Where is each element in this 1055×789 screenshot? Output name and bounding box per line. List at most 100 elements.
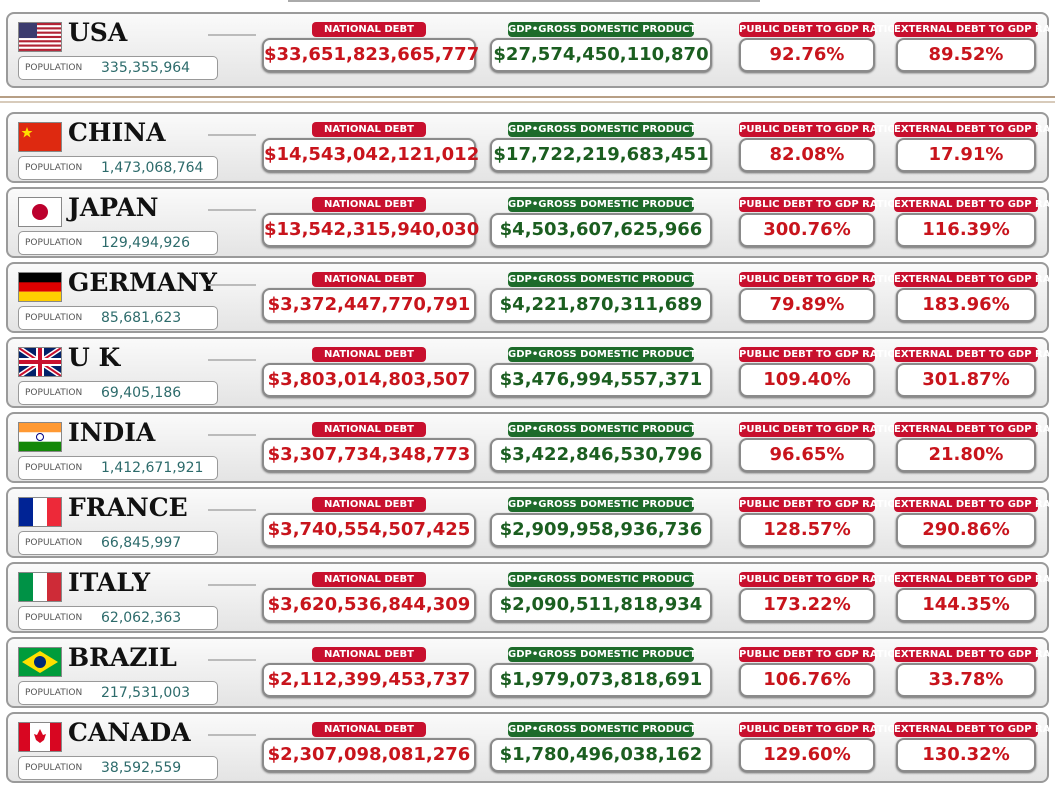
external-ratio-value: 144.35% (896, 588, 1036, 622)
flag-image (18, 272, 62, 302)
gdp-label: GDP•GROSS DOMESTIC PRODUCT (508, 572, 697, 587)
public-ratio-label: PUBLIC DEBT TO GDP RATIO (739, 197, 896, 212)
divider (208, 284, 256, 286)
population-value: 85,681,623 (101, 310, 182, 326)
flag-image (18, 197, 62, 227)
population-value: 38,592,559 (101, 760, 182, 776)
country-name: U K (68, 343, 121, 372)
gdp-value: $2,090,511,818,934 (490, 588, 712, 622)
external-ratio-label: EXTERNAL DEBT TO GDP RATIO (894, 422, 1055, 437)
population-label: POPULATION (25, 63, 83, 73)
population-value: 1,473,068,764 (101, 160, 204, 176)
external-ratio-value: 89.52% (896, 38, 1036, 72)
population-value: 62,062,363 (101, 610, 182, 626)
population-label: POPULATION (25, 538, 83, 548)
population-value: 66,845,997 (101, 535, 182, 551)
country-name: BRAZIL (68, 643, 177, 672)
population-label: POPULATION (25, 463, 83, 473)
external-ratio-value: 21.80% (896, 438, 1036, 472)
gdp-label: GDP•GROSS DOMESTIC PRODUCT (508, 272, 697, 287)
divider (208, 509, 256, 511)
population-label: POPULATION (25, 388, 83, 398)
gdp-value: $17,722,219,683,451 (490, 138, 712, 172)
gdp-label: GDP•GROSS DOMESTIC PRODUCT (508, 722, 697, 737)
public-ratio-label: PUBLIC DEBT TO GDP RATIO (739, 722, 896, 737)
gdp-label: GDP•GROSS DOMESTIC PRODUCT (508, 647, 697, 662)
external-ratio-label: EXTERNAL DEBT TO GDP RATIO (894, 722, 1055, 737)
gdp-value: $2,909,958,936,736 (490, 513, 712, 547)
public-ratio-value: 300.76% (739, 213, 875, 247)
flag-image (18, 22, 62, 52)
national-debt-value: $13,542,315,940,030 (262, 213, 479, 247)
country-row: U K POPULATION 69,405,186 $3,803,014,803,50… (6, 337, 1055, 408)
public-ratio-label: PUBLIC DEBT TO GDP RATIO (739, 422, 896, 437)
gdp-label: GDP•GROSS DOMESTIC PRODUCT (508, 197, 697, 212)
external-ratio-label: EXTERNAL DEBT TO GDP RATIO (894, 122, 1055, 137)
external-ratio-label: EXTERNAL DEBT TO GDP RATIO (894, 572, 1055, 587)
divider (208, 209, 256, 211)
flag (18, 422, 62, 452)
public-ratio-label: PUBLIC DEBT TO GDP RATIO (739, 572, 896, 587)
national-debt-value: $3,307,734,348,773 (262, 438, 476, 472)
country-row: JAPAN POPULATION 129,494,926 $13,542,315,94… (6, 187, 1055, 258)
population-value: 69,405,186 (101, 385, 182, 401)
population-value: 1,412,671,921 (101, 460, 204, 476)
national-debt-label: NATIONAL DEBT (312, 647, 426, 662)
population-box: POPULATION 85,681,623 (18, 306, 218, 330)
gdp-label: GDP•GROSS DOMESTIC PRODUCT (508, 347, 697, 362)
public-ratio-label: PUBLIC DEBT TO GDP RATIO (739, 347, 896, 362)
public-ratio-value: 129.60% (739, 738, 875, 772)
population-value: 129,494,926 (101, 235, 191, 251)
national-debt-label: NATIONAL DEBT (312, 272, 426, 287)
public-ratio-label: PUBLIC DEBT TO GDP RATIO (739, 22, 896, 37)
flag-image (18, 422, 62, 452)
population-label: POPULATION (25, 238, 83, 248)
gdp-label: GDP•GROSS DOMESTIC PRODUCT (508, 22, 697, 37)
population-box: POPULATION 66,845,997 (18, 531, 218, 555)
gdp-value: $4,503,607,625,966 (490, 213, 712, 247)
country-name: CHINA (68, 118, 166, 147)
flag (18, 647, 62, 677)
flag (18, 572, 62, 602)
country-name: INDIA (68, 418, 156, 447)
population-box: POPULATION 69,405,186 (18, 381, 218, 405)
national-debt-label: NATIONAL DEBT (312, 572, 426, 587)
flag-image (18, 647, 62, 677)
external-ratio-label: EXTERNAL DEBT TO GDP RATIO (894, 197, 1055, 212)
national-debt-label: NATIONAL DEBT (312, 497, 426, 512)
flag-image (18, 572, 62, 602)
divider (208, 659, 256, 661)
country-name: FRANCE (68, 493, 188, 522)
national-debt-value: $3,803,014,803,507 (262, 363, 476, 397)
national-debt-label: NATIONAL DEBT (312, 22, 426, 37)
gdp-value: $3,476,994,557,371 (490, 363, 712, 397)
gdp-label: GDP•GROSS DOMESTIC PRODUCT (508, 122, 697, 137)
external-ratio-value: 33.78% (896, 663, 1036, 697)
flag-image (18, 347, 62, 377)
national-debt-value: $33,651,823,665,777 (262, 38, 479, 72)
population-value: 335,355,964 (101, 60, 191, 76)
national-debt-value: $2,307,098,081,276 (262, 738, 476, 772)
national-debt-label: NATIONAL DEBT (312, 347, 426, 362)
population-box: POPULATION 217,531,003 (18, 681, 218, 705)
public-ratio-label: PUBLIC DEBT TO GDP RATIO (739, 122, 896, 137)
divider (208, 584, 256, 586)
public-ratio-label: PUBLIC DEBT TO GDP RATIO (739, 647, 896, 662)
flag-image (18, 497, 62, 527)
flag-image (18, 122, 62, 152)
national-debt-value: $3,740,554,507,425 (262, 513, 476, 547)
national-debt-label: NATIONAL DEBT (312, 197, 426, 212)
separator (0, 101, 1055, 103)
divider (208, 734, 256, 736)
divider (208, 359, 256, 361)
national-debt-value: $14,543,042,121,012 (262, 138, 479, 172)
external-ratio-value: 17.91% (896, 138, 1036, 172)
flag (18, 22, 62, 52)
public-ratio-value: 79.89% (739, 288, 875, 322)
public-ratio-value: 96.65% (739, 438, 875, 472)
public-ratio-value: 109.40% (739, 363, 875, 397)
country-name: USA (68, 18, 128, 47)
gdp-value: $4,221,870,311,689 (490, 288, 712, 322)
country-row: BRAZIL POPULATION 217,531,003 $2,112,399,45… (6, 637, 1055, 708)
